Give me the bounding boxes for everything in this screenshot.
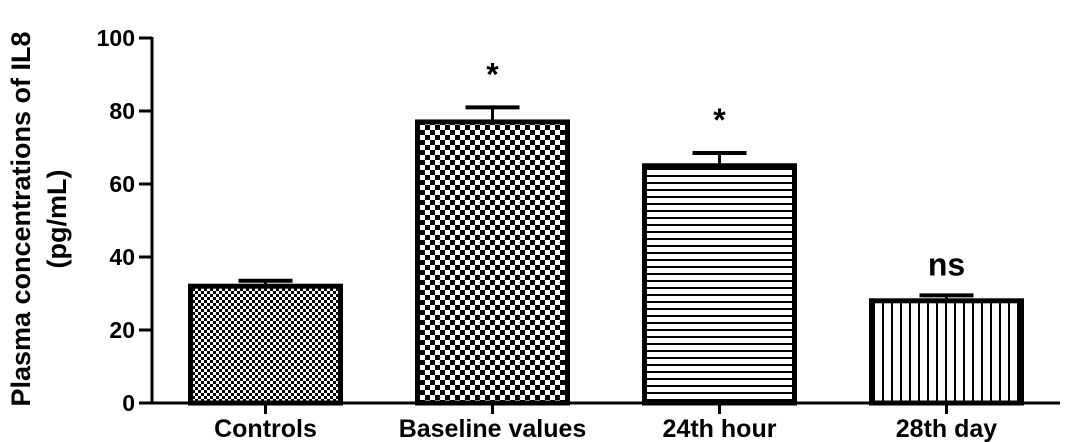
x-category-label: Baseline values [399,415,587,442]
bar [188,283,343,406]
bar-group: * [642,102,797,406]
y-tick-label: 80 [109,98,135,124]
bar [869,298,1024,406]
significance-label: * [713,102,726,138]
bar-group [188,278,343,406]
y-axis-title-line2: (pg/mL) [42,170,72,269]
y-axis-title-line1: Plasma concentrations of IL8 [6,31,36,406]
y-tick-label: 60 [109,171,135,197]
bar-group: * [415,56,570,406]
y-tick-label: 20 [109,317,135,343]
x-category-label: 24th hour [663,415,777,442]
significance-label: * [486,56,499,92]
bar [415,119,570,406]
y-axis: 0 20 40 60 80 100 [97,25,154,416]
y-tick-label: 0 [122,390,135,416]
bars-group: * * ns [188,56,1024,406]
significance-label: ns [928,246,965,282]
x-category-label: Controls [214,415,317,442]
x-axis: Controls Baseline values 24th hour 28th day [152,401,1060,442]
bar-group: ns [869,246,1024,406]
x-category-label: 28th day [896,415,998,442]
y-axis-title: Plasma concentrations of IL8 (pg/mL) [6,31,72,406]
y-tick-label: 100 [97,25,135,51]
bar [642,163,797,406]
y-tick-label: 40 [109,244,135,270]
